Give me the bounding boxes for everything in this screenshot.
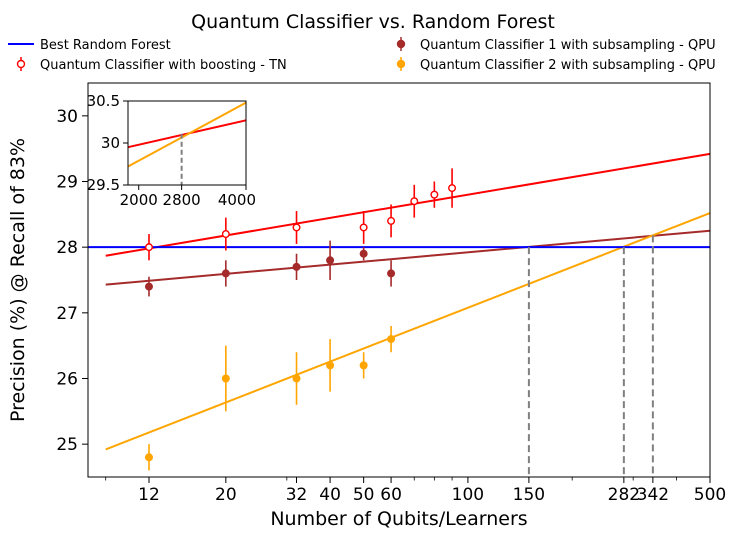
fit-line <box>105 212 711 451</box>
data-point <box>359 352 368 379</box>
x-tick-label: 32 <box>286 485 308 505</box>
point-marker <box>221 374 230 383</box>
inset: 2000 2800 4000 29.5 30 30.5 <box>87 92 256 209</box>
data-point <box>359 247 368 261</box>
legend-entry: Quantum Classifier with boosting - TN <box>16 57 287 73</box>
x-tick-label: 12 <box>138 485 160 505</box>
point-marker <box>359 249 368 258</box>
x-tick-label: 342 <box>637 485 669 505</box>
point-marker <box>221 230 230 239</box>
x-tick-label: 500 <box>694 485 726 505</box>
point-marker <box>326 256 335 265</box>
legend-label: Quantum Classifier with boosting - TN <box>40 58 287 73</box>
inset-y-tick-label: 30 <box>101 134 120 152</box>
fit-line <box>105 229 711 286</box>
x-axis-label: Number of Qubits/Learners <box>270 508 527 530</box>
legend-entry: Best Random Forest <box>8 38 171 53</box>
data-point <box>144 444 153 471</box>
x-tick-label: 100 <box>452 485 484 505</box>
x-tick-label: 20 <box>215 485 237 505</box>
legend-label: Quantum Classifier 1 with subsampling - … <box>420 38 716 53</box>
point-marker <box>292 374 301 383</box>
x-tick-label: 150 <box>513 485 545 505</box>
fit-line <box>105 152 711 257</box>
inset-x-tick-label: 4000 <box>218 191 256 209</box>
point-marker <box>221 269 230 278</box>
point-marker <box>430 190 439 199</box>
point-marker <box>144 453 153 462</box>
data-point <box>326 240 335 280</box>
data-point <box>326 339 335 392</box>
data-point <box>144 276 153 297</box>
x-tick-label: 282 <box>608 485 640 505</box>
data-point <box>221 260 230 287</box>
point-marker <box>292 223 301 232</box>
data-point <box>410 184 419 218</box>
legend-swatch-marker <box>396 39 406 49</box>
legend: Best Random Forest Quantum Classifier wit… <box>8 37 716 73</box>
y-tick-label: 28 <box>56 238 78 258</box>
point-marker <box>144 243 153 252</box>
data-point <box>144 234 153 261</box>
y-tick-label: 25 <box>56 435 78 455</box>
x-tick-label: 40 <box>319 485 341 505</box>
y-tick-label: 29 <box>56 173 78 193</box>
x-tick-label: 50 <box>353 485 375 505</box>
inset-y-tick-label: 29.5 <box>87 176 120 194</box>
legend-entry: Quantum Classifier 2 with subsampling - … <box>396 57 716 73</box>
data-point <box>448 168 457 208</box>
point-marker <box>326 361 335 370</box>
legend-label: Best Random Forest <box>40 38 171 53</box>
legend-label: Quantum Classifier 2 with subsampling - … <box>420 58 716 73</box>
data-point <box>292 352 301 405</box>
point-marker <box>410 197 419 206</box>
legend-swatch-marker <box>16 59 26 69</box>
data-point <box>387 260 396 287</box>
point-marker <box>387 269 396 278</box>
y-tick-label: 26 <box>56 370 78 390</box>
chart-title: Quantum Classifier vs. Random Forest <box>191 11 555 33</box>
point-marker <box>359 361 368 370</box>
y-tick-label: 27 <box>56 304 78 324</box>
point-marker <box>448 184 457 193</box>
point-marker <box>387 216 396 225</box>
point-marker <box>292 262 301 271</box>
data-point <box>221 345 230 412</box>
inset-x-tick-label: 2800 <box>163 191 201 209</box>
x-tick-label: 60 <box>380 485 402 505</box>
data-point <box>387 325 396 353</box>
data-point <box>292 253 301 280</box>
legend-swatch-marker <box>396 59 406 69</box>
data-point <box>430 181 439 208</box>
inset-x-tick-label: 2000 <box>120 191 158 209</box>
point-marker <box>387 335 396 344</box>
data-point <box>359 211 368 244</box>
point-marker <box>144 282 153 291</box>
inset-y-tick-label: 30.5 <box>87 92 120 110</box>
y-axis-label: Precision (%) @ Recall of 83% <box>7 138 29 422</box>
data-point <box>292 211 301 244</box>
point-marker <box>359 223 368 232</box>
y-tick-label: 30 <box>56 107 78 127</box>
data-point <box>387 204 396 238</box>
data-point <box>221 217 230 251</box>
legend-entry: Quantum Classifier 1 with subsampling - … <box>396 37 716 53</box>
inset-line <box>127 101 247 168</box>
plot-frame <box>87 82 711 478</box>
